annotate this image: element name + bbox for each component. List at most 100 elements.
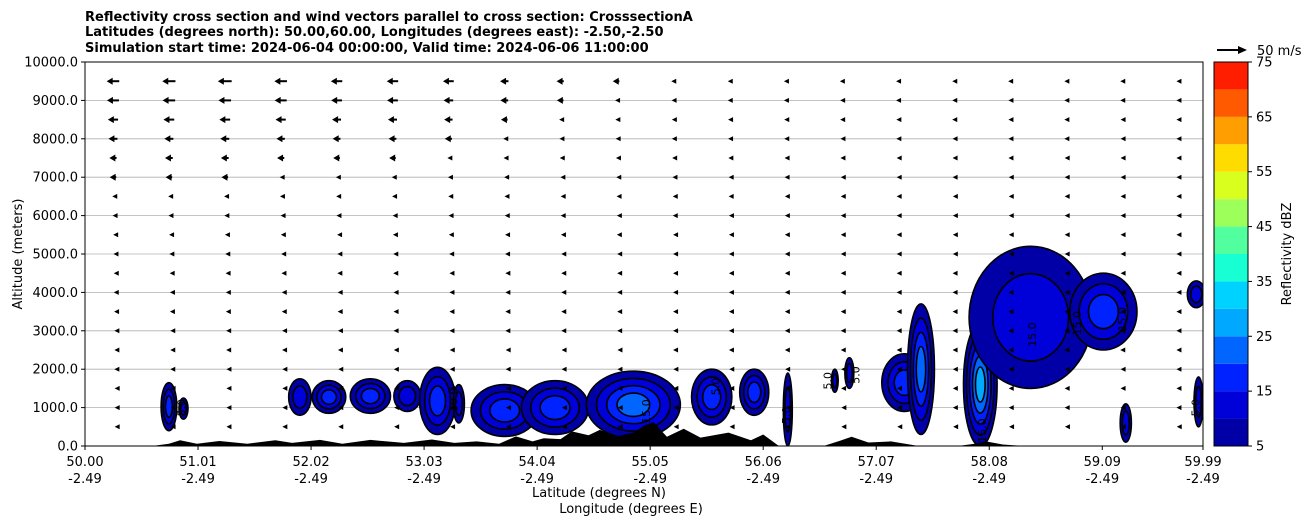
wind-vector-head (1120, 385, 1126, 391)
wind-vector-head (449, 270, 455, 276)
wind-vector (560, 213, 566, 219)
wind-vector-head (1064, 405, 1070, 411)
wind-vector-head (952, 270, 958, 276)
wind-vector (896, 117, 902, 123)
colorbar-swatch (1214, 418, 1248, 446)
wind-vector (728, 289, 734, 295)
wind-vector-head (784, 251, 790, 257)
wind-vector-head (728, 117, 734, 123)
wind-vector-head (952, 309, 958, 315)
reflectivity-cell (906, 303, 936, 436)
wind-vector (785, 366, 791, 372)
wind-vector-head (170, 328, 176, 334)
wind-vector (617, 251, 623, 257)
wind-vector-head (840, 289, 846, 295)
wind-vector (728, 136, 734, 142)
wind-vector (1176, 328, 1182, 334)
wind-vector-head (617, 366, 623, 372)
wind-vector-head (783, 97, 789, 103)
y-tick-label: 10000.0 (24, 56, 78, 71)
wind-vector (617, 309, 623, 315)
wind-vector (226, 424, 232, 430)
reflectivity-contour (320, 388, 338, 406)
wind-vector (505, 385, 511, 391)
wind-vector-head (784, 232, 790, 238)
wind-vector (1176, 347, 1182, 353)
wind-vector-head (1120, 309, 1126, 315)
wind-vector (280, 232, 286, 238)
wind-vector (114, 424, 120, 430)
wind-vector-head (1008, 155, 1014, 161)
wind-vector (561, 405, 567, 411)
wind-vector (840, 136, 846, 142)
wind-vector (500, 116, 508, 124)
wind-vector-head (952, 97, 958, 103)
wind-vector-head (335, 174, 341, 180)
wind-vector-head (1176, 366, 1182, 372)
wind-vector-head (840, 251, 846, 257)
terrain-area (85, 422, 1203, 446)
wind-vector (393, 347, 399, 353)
wind-vector (1120, 213, 1126, 219)
wind-vector (338, 385, 344, 391)
wind-vector (1176, 366, 1182, 372)
wind-vector-head (163, 116, 170, 124)
wind-vector (952, 251, 958, 257)
wind-vector-head (617, 424, 623, 430)
colorbar-swatch (1214, 308, 1248, 337)
wind-vector-head (387, 96, 394, 104)
wind-vector-head (1064, 424, 1070, 430)
wind-vector (784, 270, 790, 276)
wind-vector (952, 136, 958, 142)
wind-vector (952, 155, 958, 161)
wind-vector (332, 135, 341, 143)
wind-vector (444, 116, 453, 124)
vector-key: 50 m/s (1217, 44, 1302, 59)
wind-vector-head (164, 154, 171, 162)
wind-vector-head (617, 328, 623, 334)
wind-vector-head (280, 232, 286, 238)
wind-vector (896, 213, 902, 219)
wind-vector-head (505, 251, 511, 257)
wind-vector (113, 289, 119, 295)
wind-vector-head (783, 78, 789, 84)
wind-vector-head (1176, 117, 1182, 123)
wind-vector-head (729, 385, 735, 391)
wind-vector (505, 366, 511, 372)
wind-vector (337, 347, 343, 353)
wind-vector (615, 117, 621, 123)
contour-label: 15.0 (1116, 307, 1129, 332)
wind-vector (1008, 155, 1014, 161)
wind-vector-head (1120, 424, 1126, 430)
wind-vector-head (617, 347, 623, 353)
wind-vector-head (673, 347, 679, 353)
wind-vector (1064, 97, 1070, 103)
wind-vector-head (896, 232, 902, 238)
wind-vector-head (672, 193, 678, 199)
wind-vector-head (388, 135, 395, 143)
wind-vector (728, 270, 734, 276)
wind-vector-head (1120, 251, 1126, 257)
wind-vector (387, 96, 398, 104)
wind-vector-head (162, 77, 169, 85)
wind-vector-head (896, 78, 902, 84)
wind-vector-head (1008, 78, 1014, 84)
wind-vector (505, 232, 511, 238)
wind-vector (449, 347, 455, 353)
wind-vector (1064, 213, 1070, 219)
wind-vector (114, 385, 120, 391)
wind-vector (952, 405, 958, 411)
wind-vector (615, 155, 621, 161)
wind-vector (218, 96, 232, 104)
wind-vector-head (500, 77, 507, 85)
title-line-1: Reflectivity cross section and wind vect… (85, 10, 693, 25)
wind-vector (728, 117, 734, 123)
wind-vector (841, 366, 847, 372)
wind-vector-head (450, 405, 456, 411)
gridlines (85, 100, 1203, 409)
wind-vector-head (560, 174, 566, 180)
wind-vector (449, 309, 455, 315)
x-tick-label-lat: 59.99 (1184, 455, 1221, 470)
wind-vector (1120, 424, 1126, 430)
wind-vector-head (505, 328, 511, 334)
